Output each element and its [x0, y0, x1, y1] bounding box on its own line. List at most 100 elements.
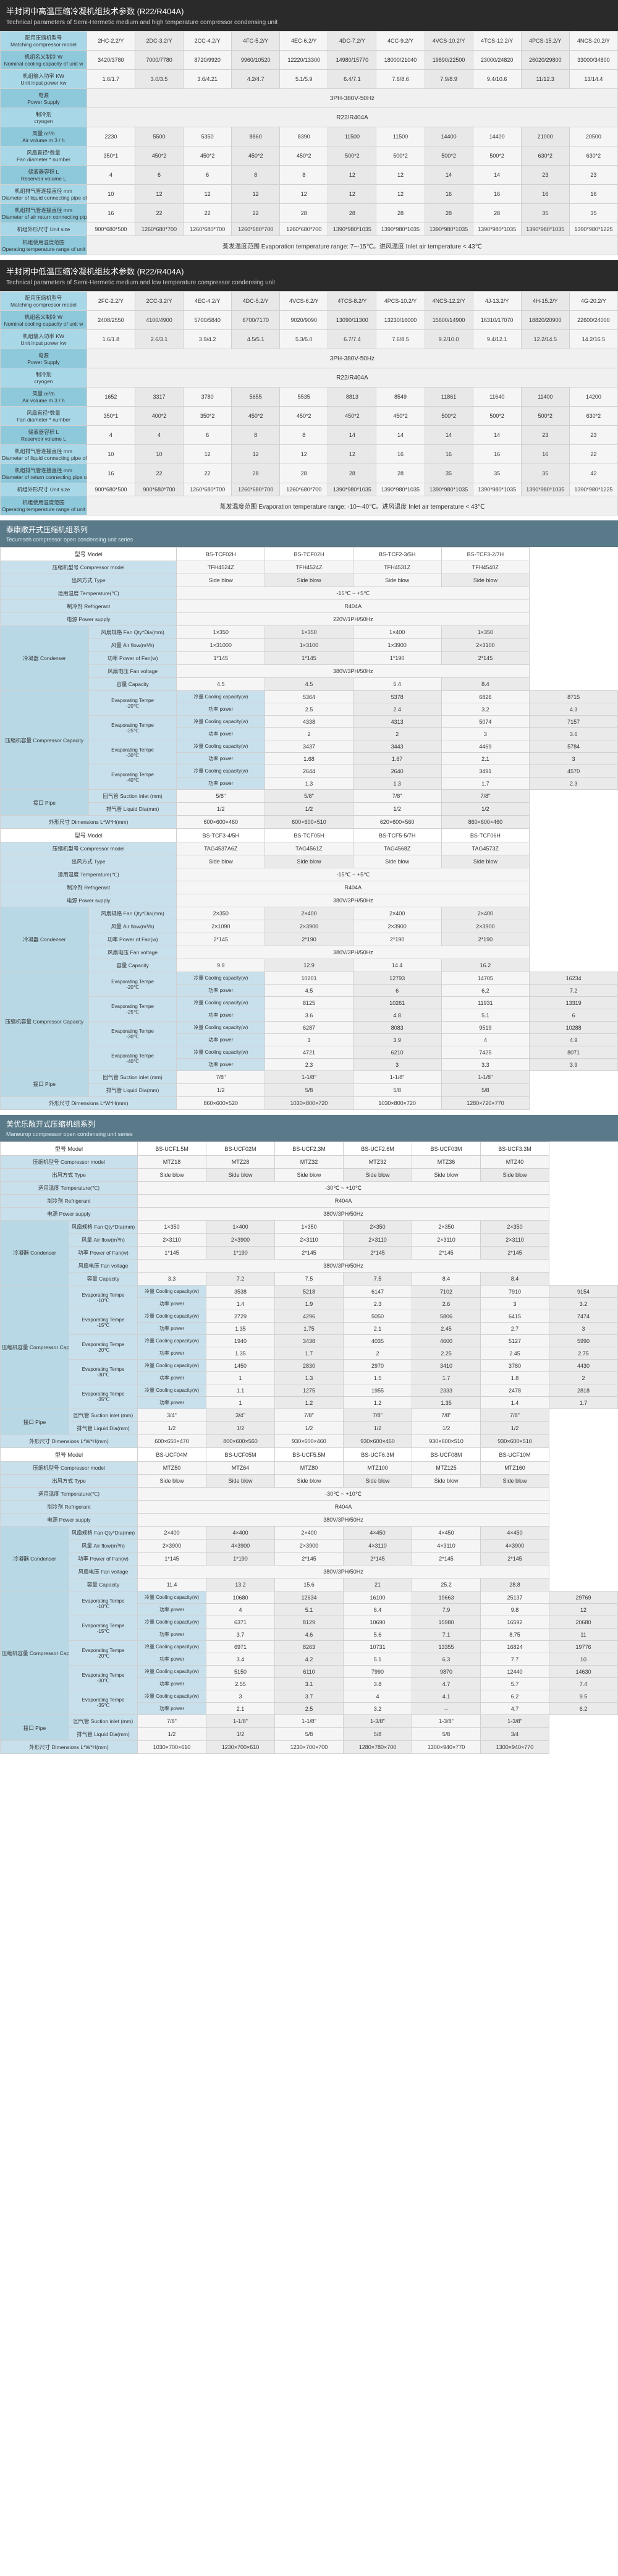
data-cell: 28: [473, 204, 521, 223]
cell: BS-TCF02H: [265, 548, 353, 561]
data-cell: 12: [328, 166, 376, 185]
data-cell: 28: [328, 204, 376, 223]
data-cell: 12: [280, 185, 328, 204]
full-cell: 蒸发温度范围 Evaporation temperature range: -1…: [87, 496, 617, 515]
data-cell: 10: [135, 445, 183, 464]
data-cell: 16: [473, 185, 521, 204]
data-cell: 22: [184, 204, 232, 223]
data-cell: 23: [569, 166, 617, 185]
cell: BS-UCF2.3M: [275, 1142, 344, 1156]
cell: BS-UCF04M: [138, 1448, 206, 1462]
cell: TFH4540Z: [441, 561, 530, 574]
man-table: 型号 ModelBS-UCF1.5MBS-UCF02MBS-UCF2.3MBS-…: [0, 1142, 618, 1754]
data-cell: 450*2: [135, 146, 183, 166]
data-cell: 22: [232, 204, 280, 223]
data-cell: 6: [184, 166, 232, 185]
data-cell: 4CC-9.2/Y: [376, 32, 425, 51]
data-cell: 350*1: [87, 146, 135, 166]
data-cell: 16: [521, 185, 569, 204]
data-cell: 630*2: [569, 146, 617, 166]
data-cell: 4J-13.2/Y: [473, 292, 521, 311]
cell: BS-UCF03M: [412, 1142, 481, 1156]
data-cell: 28: [232, 464, 280, 483]
data-cell: 9960/10520: [232, 51, 280, 70]
data-cell: 4EC-4.2/Y: [184, 292, 232, 311]
data-cell: 1260*680*700: [232, 223, 280, 236]
data-cell: 500*2: [425, 407, 473, 426]
cell: BS-TCF2-3/5H: [353, 548, 441, 561]
data-cell: 12: [328, 185, 376, 204]
cell: BS-UCF2.6M: [344, 1142, 412, 1156]
cell: BS-UCF10M: [481, 1448, 549, 1462]
cell: BS-TCF3-2/7H: [441, 548, 530, 561]
cell: 电源 Power supply: [1, 1514, 138, 1527]
data-cell: 22: [569, 445, 617, 464]
cell: BS-TCF3-4/5H: [177, 829, 265, 842]
cell: 制冷剂 Refrigerant: [1, 1501, 138, 1514]
data-cell: 2DC-3.2/Y: [135, 32, 183, 51]
data-cell: 12.2/14.5: [521, 330, 569, 349]
data-cell: 1390*980*1035: [328, 223, 376, 236]
cell: BS-UCF6.3M: [344, 1448, 412, 1462]
cell: MTZ64: [206, 1462, 275, 1475]
data-cell: 8813: [328, 388, 376, 407]
row-label: 电源Power Supply: [1, 349, 87, 368]
data-cell: 4: [87, 426, 135, 445]
data-cell: 8: [280, 166, 328, 185]
data-cell: 500*2: [376, 146, 425, 166]
data-cell: 1390*980*1225: [569, 483, 617, 496]
data-cell: 16310/17070: [473, 311, 521, 330]
tec-title: 泰康敞开式压缩机组系列: [6, 525, 88, 534]
data-cell: 4FC-5.2/Y: [232, 32, 280, 51]
data-cell: 18000/21040: [376, 51, 425, 70]
data-cell: 5700/5840: [184, 311, 232, 330]
data-cell: 3.9/4.2: [184, 330, 232, 349]
cell: BS-TCF02H: [177, 548, 265, 561]
cell: BS-UCF5.5M: [275, 1448, 344, 1462]
data-cell: 1390*980*1035: [425, 483, 473, 496]
data-cell: 1390*980*1035: [328, 483, 376, 496]
data-cell: 35: [521, 464, 569, 483]
cell: -30℃ ~ +10℃: [138, 1488, 549, 1501]
data-cell: 22: [184, 464, 232, 483]
row-label: 风量 m³/hAir volume m 3 / h: [1, 127, 87, 146]
data-cell: 22: [135, 464, 183, 483]
data-cell: 630*2: [569, 407, 617, 426]
data-cell: 14400: [425, 127, 473, 146]
cell: MTZ125: [412, 1462, 481, 1475]
data-cell: 4DC-7.2/Y: [328, 32, 376, 51]
full-cell: R22/R404A: [87, 368, 617, 388]
cell: MTZ32: [275, 1156, 344, 1169]
cell: BS-UCF3.3M: [481, 1142, 549, 1156]
data-cell: 14: [425, 166, 473, 185]
cell: MTZ160: [481, 1462, 549, 1475]
data-cell: 450*2: [376, 407, 425, 426]
section1: 半封闭中高温压缩冷凝机组技术参数 (R22/R404A) Technical p…: [0, 0, 618, 255]
cell: R404A: [177, 881, 530, 894]
cell: TFH4524Z: [177, 561, 265, 574]
row-label: 机组排气管连接直径 mmDiameter of air return conne…: [1, 204, 87, 223]
row-label: 储液器容积 LReservoir volume L: [1, 426, 87, 445]
maneurop: 美优乐敞开式压缩机组系列 Maneurop compressor open co…: [0, 1115, 618, 1754]
tec-table: 型号 ModelBS-TCF02HBS-TCF02HBS-TCF2-3/5HBS…: [0, 547, 618, 1110]
data-cell: 2.6/3.1: [135, 330, 183, 349]
cell: TFH4524Z: [265, 561, 353, 574]
data-cell: 9020/9090: [280, 311, 328, 330]
data-cell: 20500: [569, 127, 617, 146]
cell: 适用温度 Temperature(℃): [1, 587, 177, 600]
data-cell: 11500: [328, 127, 376, 146]
data-cell: 11400: [521, 388, 569, 407]
cell: 电源 Power supply: [1, 613, 177, 626]
cell: 适用温度 Temperature(℃): [1, 868, 177, 881]
data-cell: 5655: [232, 388, 280, 407]
data-cell: 35: [473, 464, 521, 483]
data-cell: 900*680*500: [87, 223, 135, 236]
data-cell: 4EC-6.2/Y: [280, 32, 328, 51]
section1-header: 半封闭中高温压缩冷凝机组技术参数 (R22/R404A) Technical p…: [0, 0, 618, 31]
cell: TAG4568Z: [353, 842, 441, 855]
tec-sub: Tecumseh compressor open condensing unit…: [6, 536, 133, 543]
cell: BS-UCF02M: [206, 1142, 275, 1156]
data-cell: 4TCS-8.2/Y: [328, 292, 376, 311]
data-cell: 7.6/8.6: [376, 70, 425, 89]
cell: R404A: [138, 1501, 549, 1514]
